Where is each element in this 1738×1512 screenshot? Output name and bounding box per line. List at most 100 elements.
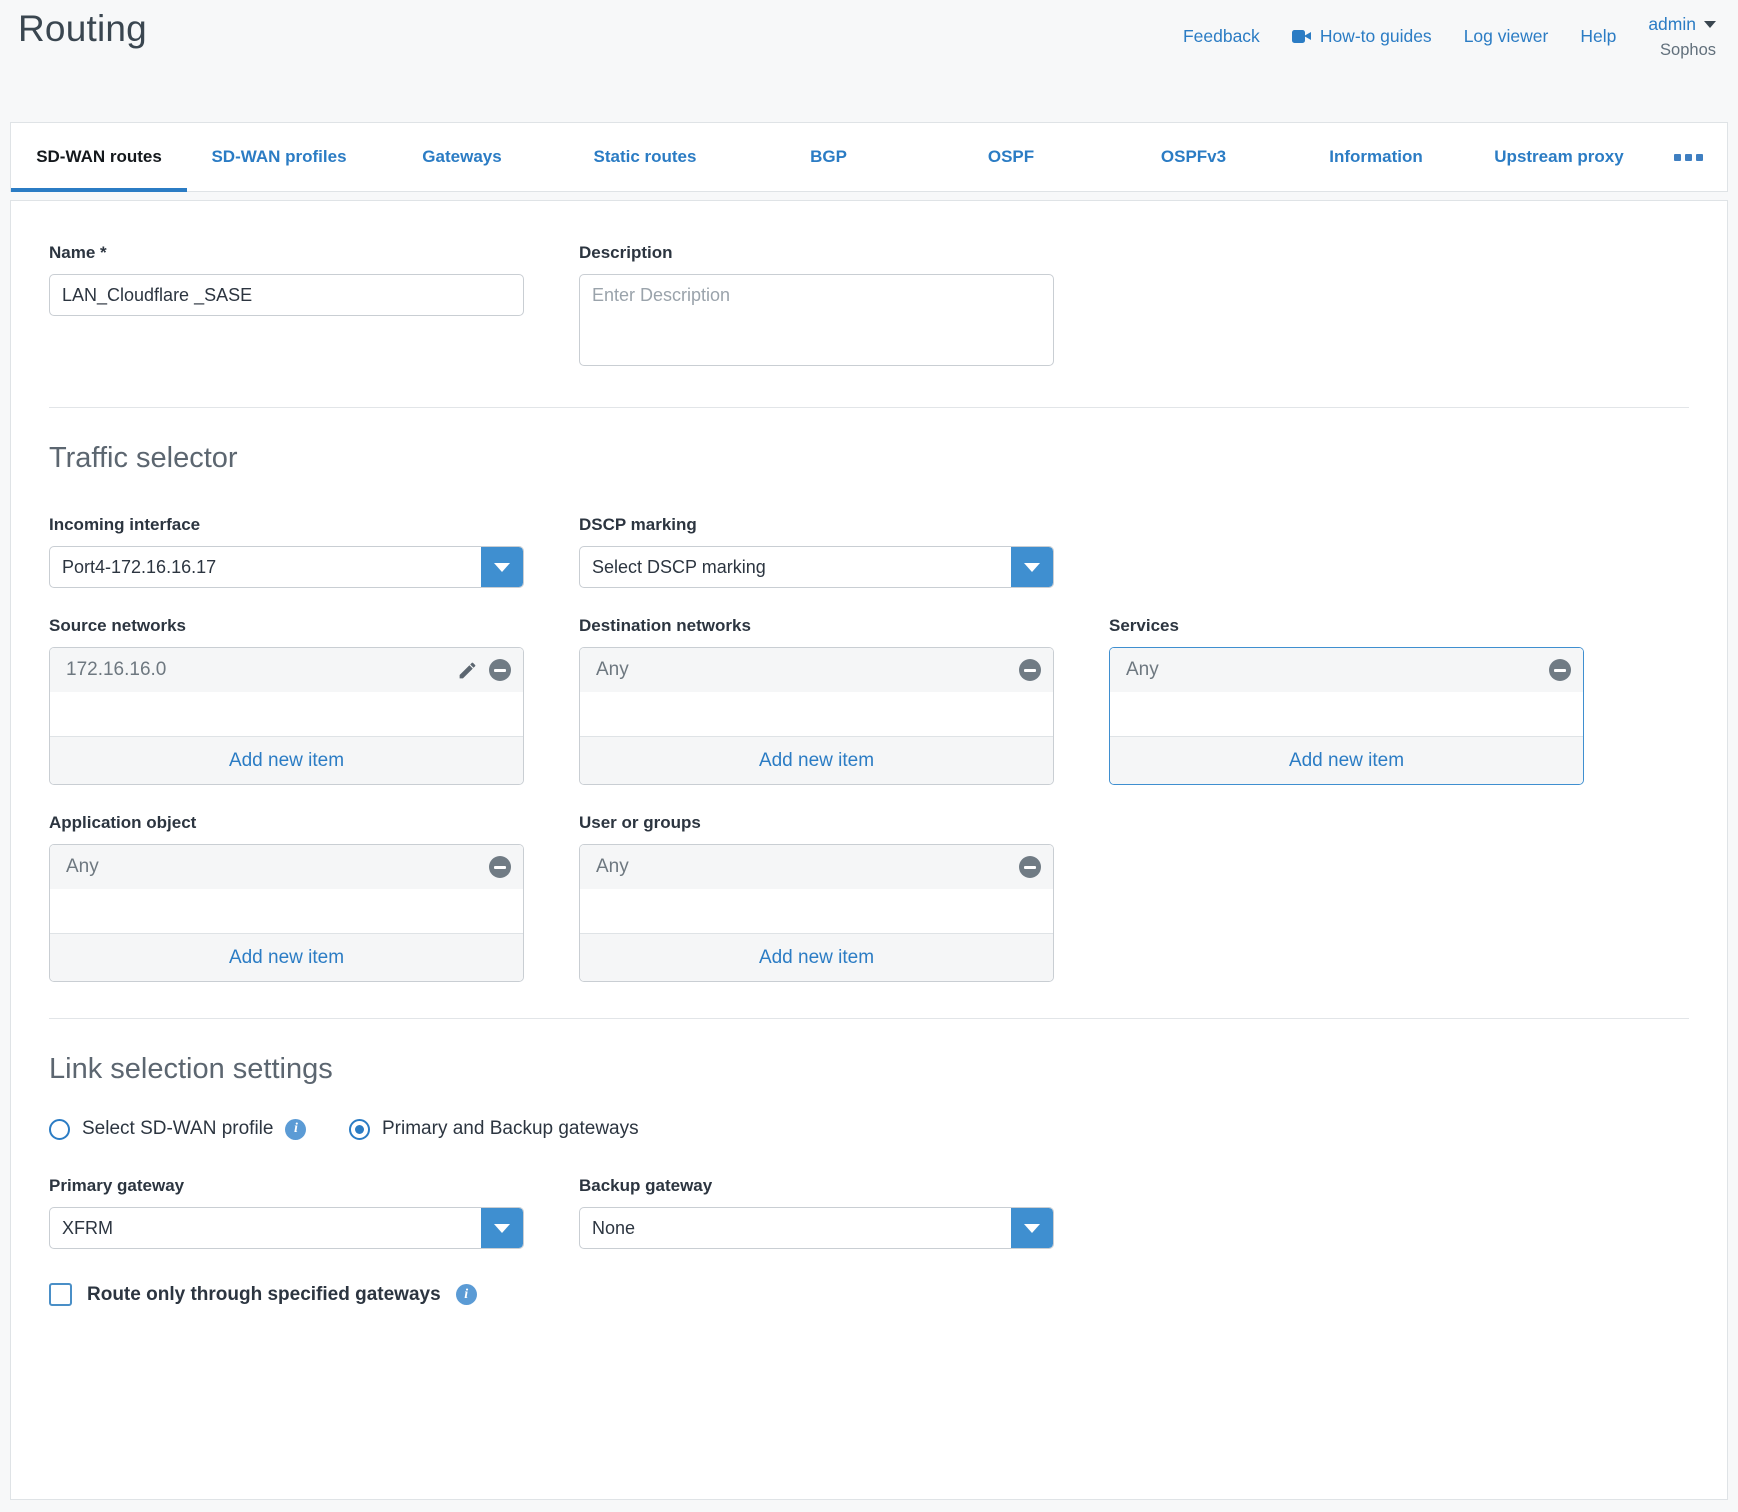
list-item-value: 172.16.16.0 (66, 659, 167, 680)
services-box: Any Add new item (1109, 647, 1584, 785)
user-or-groups-group: User or groups Any Add new item (579, 813, 1109, 982)
backup-gateway-select[interactable]: None (579, 1207, 1054, 1249)
route-only-label: Route only through specified gateways (87, 1283, 441, 1305)
incoming-interface-label: Incoming interface (49, 515, 201, 534)
services-group: Services Any Add new item (1109, 616, 1639, 785)
tab-bar: SD-WAN routes SD-WAN profiles Gateways S… (10, 122, 1728, 192)
list-item-actions (1019, 856, 1041, 878)
description-label: Description (579, 243, 673, 262)
backup-gateway-label: Backup gateway (579, 1176, 713, 1195)
tab-ospf[interactable]: OSPF (920, 123, 1102, 191)
link-selection-radio-group: Select SD-WAN profile i Primary and Back… (49, 1118, 1689, 1140)
tab-label: Upstream proxy (1494, 147, 1624, 166)
dscp-marking-label: DSCP marking (579, 515, 697, 534)
radio-select-sd-wan-profile[interactable]: Select SD-WAN profile i (49, 1118, 349, 1140)
name-input[interactable] (49, 274, 524, 316)
dscp-marking-group: DSCP marking Select DSCP marking (579, 515, 1109, 588)
primary-gateway-label: Primary gateway (49, 1176, 185, 1195)
edit-icon[interactable] (457, 660, 478, 681)
name-field-group: Name * (49, 243, 579, 371)
info-icon[interactable]: i (285, 1118, 307, 1140)
description-field-group: Description (579, 243, 1109, 371)
backup-gateway-value: None (592, 1217, 636, 1238)
application-object-items: Any (50, 845, 523, 933)
remove-icon[interactable] (1019, 856, 1041, 878)
destination-networks-items: Any (580, 648, 1053, 736)
chevron-down-icon[interactable] (1011, 1208, 1053, 1248)
chevron-down-icon[interactable] (481, 1208, 523, 1248)
info-icon[interactable]: i (455, 1284, 477, 1305)
list-item-value: Any (66, 856, 99, 877)
tab-label: Information (1329, 147, 1423, 166)
tab-gateways[interactable]: Gateways (371, 123, 553, 191)
list-item-actions (1019, 659, 1041, 681)
incoming-interface-value: Port4-172.16.16.17 (62, 556, 217, 577)
tab-ospfv3[interactable]: OSPFv3 (1102, 123, 1285, 191)
chevron-down-icon[interactable] (481, 547, 523, 587)
source-networks-add-new-item[interactable]: Add new item (50, 736, 523, 784)
user-or-groups-box: Any Add new item (579, 844, 1054, 982)
remove-icon[interactable] (489, 659, 511, 681)
incoming-interface-select[interactable]: Port4-172.16.16.17 (49, 546, 524, 588)
tab-label: Static routes (593, 147, 697, 166)
radio-primary-and-backup-gateways[interactable]: Primary and Backup gateways (349, 1118, 639, 1140)
divider-bottom (49, 1018, 1689, 1019)
primary-gateway-select[interactable]: XFRM (49, 1207, 524, 1249)
tab-overflow-button[interactable] (1651, 123, 1725, 191)
application-object-add-new-item[interactable]: Add new item (50, 933, 523, 981)
source-networks-box: 172.16.16.0 Add new item (49, 647, 524, 785)
list-item-value: Any (596, 856, 629, 877)
tab-label: SD-WAN profiles (211, 147, 347, 166)
list-item-value: Any (596, 659, 629, 680)
gateways-row: Primary gateway XFRM Backup gateway None (49, 1176, 1689, 1249)
list-item-actions (1549, 659, 1571, 681)
route-only-row: Route only through specified gateways i (49, 1283, 1689, 1306)
description-textarea[interactable] (579, 274, 1054, 366)
radio-icon-checked (349, 1118, 370, 1140)
user-or-groups-add-new-item[interactable]: Add new item (580, 933, 1053, 981)
tab-label: OSPF (987, 147, 1035, 166)
tab-information[interactable]: Information (1285, 123, 1467, 191)
primary-gateway-value: XFRM (62, 1217, 113, 1238)
remove-icon[interactable] (1019, 659, 1041, 681)
destination-networks-add-new-item[interactable]: Add new item (580, 736, 1053, 784)
video-icon (1291, 30, 1311, 44)
name-label: Name * (49, 243, 107, 262)
tab-upstream-proxy[interactable]: Upstream proxy (1467, 123, 1651, 191)
how-to-guides-link[interactable]: How-to guides (1291, 26, 1432, 47)
page-title: Routing (18, 8, 147, 49)
radio-label: Primary and Backup gateways (382, 1118, 639, 1139)
user-or-groups-label: User or groups (579, 813, 701, 832)
tab-static-routes[interactable]: Static routes (553, 123, 737, 191)
help-link[interactable]: Help (1580, 26, 1617, 47)
tab-label: Gateways (422, 147, 502, 166)
top-header: Routing Feedback How-to guides Log viewe… (0, 0, 1738, 122)
list-item: Any (580, 845, 1053, 889)
application-object-box: Any Add new item (49, 844, 524, 982)
tab-bgp[interactable]: BGP (737, 123, 920, 191)
divider-top (49, 407, 1689, 408)
interface-dscp-row: Incoming interface Port4-172.16.16.17 DS… (49, 515, 1689, 588)
list-item-value: Any (1126, 659, 1159, 680)
dscp-marking-select[interactable]: Select DSCP marking (579, 546, 1054, 588)
admin-label[interactable]: admin (1648, 14, 1696, 34)
tab-sd-wan-routes[interactable]: SD-WAN routes (11, 123, 187, 192)
destination-networks-box: Any Add new item (579, 647, 1054, 785)
incoming-interface-group: Incoming interface Port4-172.16.16.17 (49, 515, 579, 588)
services-add-new-item[interactable]: Add new item (1110, 736, 1583, 784)
account-menu[interactable]: admin Sophos (1648, 13, 1716, 61)
log-viewer-link[interactable]: Log viewer (1463, 26, 1549, 47)
remove-icon[interactable] (489, 856, 511, 878)
how-to-guides-label: How-to guides (1319, 26, 1432, 47)
destination-networks-label: Destination networks (579, 616, 751, 635)
remove-icon[interactable] (1549, 659, 1571, 681)
user-or-groups-items: Any (580, 845, 1053, 933)
feedback-link[interactable]: Feedback (1182, 26, 1260, 47)
sd-wan-route-form: Name * Description Traffic selector Inco… (10, 200, 1728, 1500)
route-only-checkbox[interactable] (49, 1283, 72, 1306)
destination-networks-group: Destination networks Any Add new item (579, 616, 1109, 785)
name-description-row: Name * Description (49, 243, 1689, 371)
tab-label: SD-WAN routes (36, 147, 162, 166)
chevron-down-icon[interactable] (1011, 547, 1053, 587)
tab-sd-wan-profiles[interactable]: SD-WAN profiles (187, 123, 371, 191)
